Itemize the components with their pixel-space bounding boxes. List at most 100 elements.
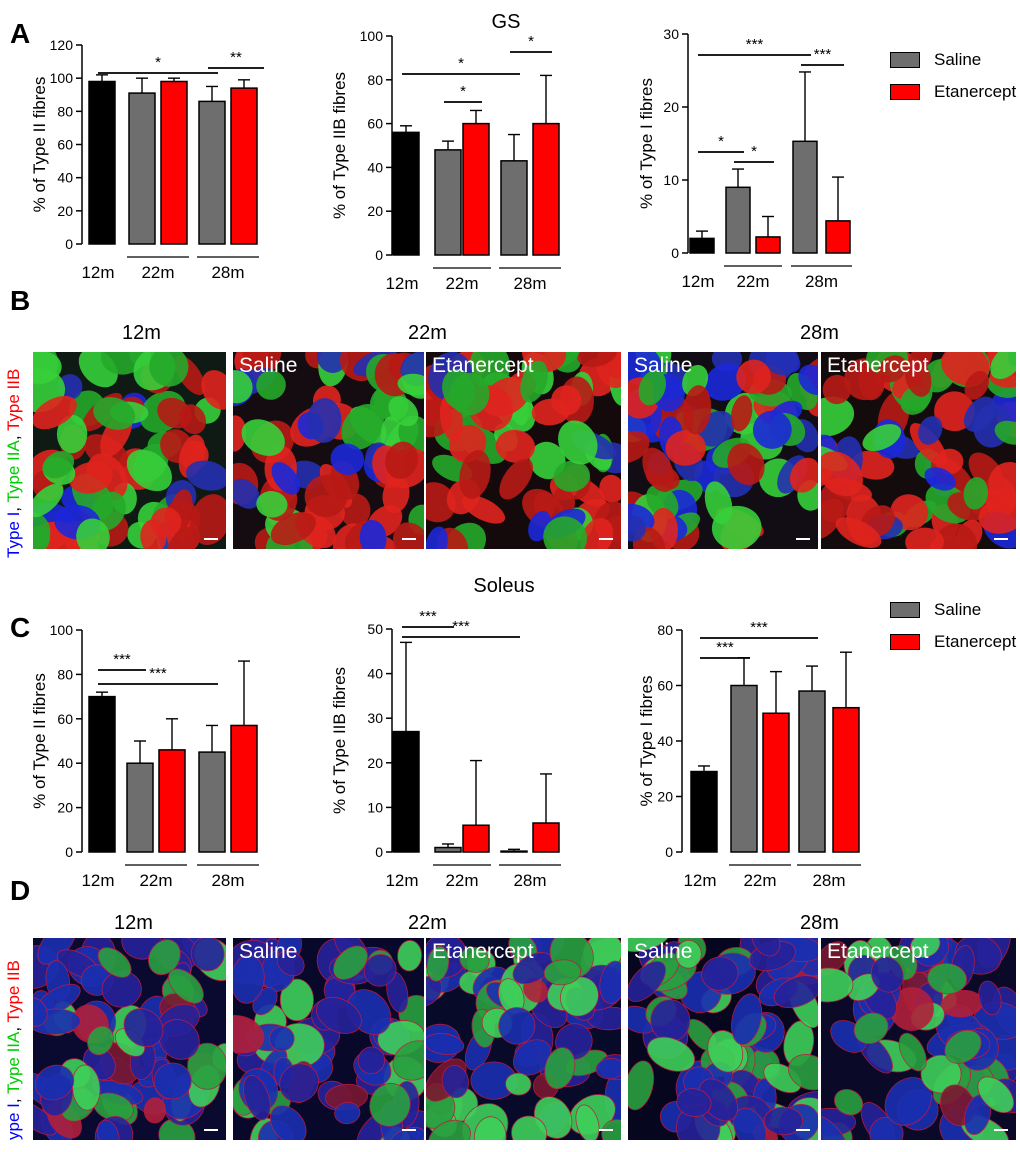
bar-28m-etanercept [825, 220, 851, 254]
y-tick-label: 40 [367, 159, 383, 175]
saline-swatch [890, 52, 920, 68]
fiber-cross-section [158, 1019, 200, 1060]
bar-22m-saline [434, 846, 462, 853]
fiber-cross-section [628, 938, 671, 953]
micro-d-28m-saline: Saline [628, 938, 818, 1140]
fiber-cross-section [580, 518, 614, 549]
fiber-cross-section [907, 352, 933, 376]
fiber-cross-section [558, 420, 598, 465]
fiber-cross-section [730, 395, 753, 432]
bar-28m-etanercept [532, 822, 560, 853]
bar-28m-saline [792, 140, 818, 254]
fiber-cross-section [149, 352, 189, 387]
fiber-cross-section [978, 497, 1016, 534]
fiber-cross-section [543, 516, 588, 549]
fiber-cross-section [789, 457, 818, 493]
y-tick-label: 20 [663, 99, 679, 115]
bar-22m-etanercept [462, 122, 490, 256]
fiber-cross-section [187, 1042, 226, 1090]
legend-item-saline: Saline [890, 44, 1016, 76]
stain-type-iib: Type IIB [4, 960, 23, 1023]
fiber-cross-section [271, 462, 300, 495]
fiber-cross-section [269, 1026, 295, 1052]
fiber-cross-section [520, 360, 548, 403]
fiber-cross-section [628, 515, 646, 542]
scale-bar [204, 1129, 218, 1131]
fiber-image [821, 352, 1016, 549]
y-tick-label: 10 [663, 172, 679, 188]
significance-label: *** [149, 665, 167, 682]
y-tick-label: 80 [57, 666, 73, 682]
micro-d-22m-saline: Saline [233, 938, 424, 1140]
fiber-cross-section [441, 1064, 469, 1099]
fiber-cross-section [727, 443, 765, 486]
bar-28m-etanercept [230, 87, 258, 245]
bar-28m-etanercept [832, 706, 860, 853]
fiber-cross-section [96, 1119, 120, 1140]
fiber-cross-section [316, 352, 348, 373]
y-tick-label: 0 [65, 236, 73, 252]
significance-label: *** [113, 651, 131, 668]
fiber-image [233, 352, 424, 549]
fiber-cross-section [87, 1025, 114, 1056]
y-tick-label: 20 [367, 203, 383, 219]
panel-letter-b: B [10, 285, 31, 316]
fiber-cross-section [233, 1015, 265, 1054]
fiber-cross-section [279, 1063, 319, 1103]
fiber-cross-section [642, 447, 675, 492]
scale-bar [796, 1129, 810, 1131]
legend-gs: Saline Etanercept [890, 44, 1016, 108]
fiber-cross-section [392, 522, 424, 549]
stain-type-i: Type I [4, 511, 23, 558]
stain-type-i: ype I [4, 1103, 23, 1140]
significance-label: *** [746, 36, 764, 53]
y-axis-label: % of Type II fibres [30, 673, 49, 809]
y-tick-label: 80 [657, 622, 673, 638]
y-tick-label: 10 [367, 799, 383, 815]
y-tick-label: 20 [657, 789, 673, 805]
fiber-cross-section [233, 415, 247, 452]
micro-label-saline: Saline [634, 940, 693, 963]
fiber-cross-section [821, 967, 854, 1003]
x-group-label: 22m [445, 871, 478, 890]
fiber-cross-section [909, 938, 941, 959]
bar-22m-etanercept [160, 80, 188, 245]
fiber-cross-section [646, 1036, 696, 1072]
bar-28m-saline [500, 850, 528, 853]
stain-type-iia: Type IIA [4, 1031, 23, 1094]
y-tick-label: 50 [367, 621, 383, 637]
y-axis-label: % of Type IIB fibres [330, 667, 349, 814]
panel-letter-a: A [10, 18, 31, 49]
x-group-label: 28m [805, 272, 838, 291]
fiber-cross-section [963, 396, 996, 432]
fiber-cross-section [459, 450, 491, 499]
x-group-label: 12m [385, 274, 418, 293]
fiber-cross-section [143, 1097, 167, 1124]
fiber-cross-section [153, 1062, 192, 1100]
fiber-cross-section [473, 1116, 507, 1140]
fiber-cross-section [243, 1074, 271, 1121]
y-tick-label: 60 [367, 116, 383, 132]
fiber-cross-section [599, 960, 621, 1004]
fiber-cross-section [427, 1119, 471, 1140]
micro-label-etanercept: Etanercept [827, 940, 929, 963]
fiber-cross-section [544, 1047, 576, 1090]
fiber-cross-section [33, 395, 77, 430]
fiber-cross-section [495, 429, 536, 463]
bar-22m-etanercept [158, 749, 186, 853]
fiber-cross-section [834, 1088, 864, 1116]
fiber-cross-section [905, 527, 944, 549]
chart-title: Soleus [473, 575, 534, 597]
fiber-cross-section [249, 352, 282, 377]
d-stain-label: ype I, Type IIA, Type IIB [4, 960, 24, 1140]
significance-label: *** [452, 618, 470, 635]
micro-d-22m-etanercept: Etanercept [426, 938, 621, 1140]
bar-22m-etanercept [462, 824, 490, 853]
bar-22m-saline [434, 149, 462, 256]
scale-bar [204, 538, 218, 540]
x-group-label: 12m [81, 263, 114, 282]
y-tick-label: 40 [57, 170, 73, 186]
fiber-cross-section [426, 945, 450, 982]
bar-22m-saline [126, 762, 154, 853]
